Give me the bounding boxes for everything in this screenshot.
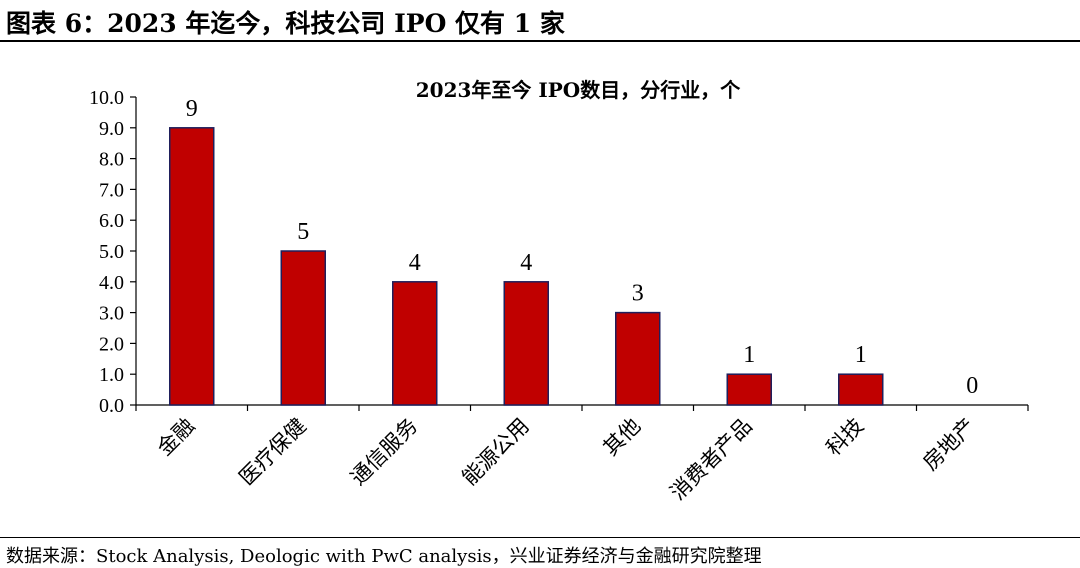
bar-chart: 2023年至今 IPO数目，分行业，个 0.0 1.0 2.0 3.0 4.0 5.0 6.… xyxy=(89,78,1029,505)
category-label: 能源公用 xyxy=(457,414,533,490)
bar xyxy=(503,281,549,406)
y-tick-label: 6.0 xyxy=(99,210,124,232)
y-tick-label: 10.0 xyxy=(89,87,124,109)
chart-bars: 9 5 4 4 3 1 1 0 xyxy=(169,96,978,406)
figure-title: 图表 6：2023 年迄今，科技公司 IPO 仅有 1 家 xyxy=(6,9,565,38)
category-label: 通信服务 xyxy=(346,414,422,490)
category-label: 消费者产品 xyxy=(666,414,757,505)
y-tick-label: 1.0 xyxy=(99,364,124,386)
data-label: 1 xyxy=(743,342,755,368)
y-tick-label: 8.0 xyxy=(99,149,124,171)
y-tick-label: 9.0 xyxy=(99,118,124,140)
bar xyxy=(280,250,326,406)
category-label: 医疗保健 xyxy=(234,414,310,490)
data-label: 5 xyxy=(297,219,309,245)
y-tick-label: 5.0 xyxy=(99,241,124,263)
chart-title: 2023年至今 IPO数目，分行业，个 xyxy=(416,78,741,102)
data-label: 1 xyxy=(855,342,867,368)
category-label: 金融 xyxy=(153,414,200,461)
bar xyxy=(726,373,772,406)
data-label: 9 xyxy=(186,96,198,122)
title-divider xyxy=(0,40,1080,42)
source-divider xyxy=(0,537,1080,538)
y-tick-label: 2.0 xyxy=(99,333,124,355)
category-label: 科技 xyxy=(822,414,869,461)
bar xyxy=(615,311,661,406)
data-label: 4 xyxy=(520,250,532,276)
bar xyxy=(838,373,884,406)
category-label: 房地产 xyxy=(918,414,980,476)
category-label: 其他 xyxy=(599,414,646,461)
y-tick-label: 0.0 xyxy=(99,395,124,417)
bar xyxy=(392,281,438,406)
source-note: 数据来源：Stock Analysis, Deologic with PwC a… xyxy=(6,546,762,567)
bar xyxy=(169,127,215,406)
chart-axes: 0.0 1.0 2.0 3.0 4.0 5.0 6.0 7.0 8.0 9.0 10.0 金融 医疗保健… xyxy=(89,87,1029,505)
data-label: 0 xyxy=(966,373,978,399)
data-label: 3 xyxy=(632,281,644,307)
y-tick-label: 3.0 xyxy=(99,303,124,325)
y-tick-label: 4.0 xyxy=(99,272,124,294)
data-label: 4 xyxy=(409,250,421,276)
y-tick-label: 7.0 xyxy=(99,179,124,201)
